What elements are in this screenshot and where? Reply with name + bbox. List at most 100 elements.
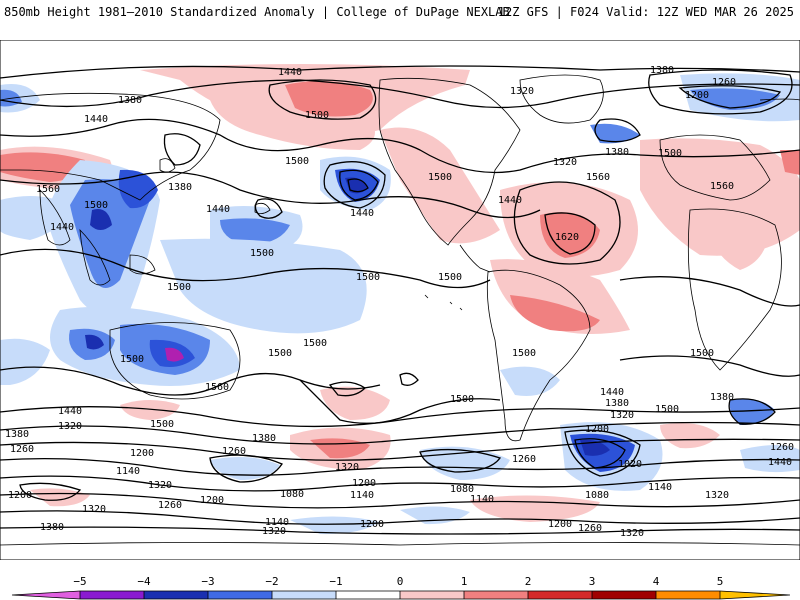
colorbar-tick: 2 <box>525 575 532 588</box>
contour-label: 1020 <box>618 459 642 470</box>
contour-label: 1500 <box>120 354 144 365</box>
contour-label: 1440 <box>58 406 82 417</box>
contour-label: 1140 <box>116 466 140 477</box>
contour-label: 1080 <box>450 484 474 495</box>
contour-label: 1500 <box>438 272 462 283</box>
contour-label: 1440 <box>84 114 108 125</box>
contour-label: 1500 <box>167 282 191 293</box>
colorbar-tick: 1 <box>461 575 468 588</box>
contour-label: 1440 <box>600 387 624 398</box>
colorbar-segment <box>208 591 272 599</box>
colorbar-segment <box>12 591 80 599</box>
contour-label: 1500 <box>285 156 309 167</box>
model-valid-time: 12Z GFS | F024 Valid: 12Z WED MAR 26 202… <box>497 5 794 19</box>
contour-label: 1500 <box>303 338 327 349</box>
contour-label: 1320 <box>262 526 286 537</box>
anomaly-fills <box>0 64 800 535</box>
colorbar-tick: 5 <box>717 575 724 588</box>
contour-label: 1500 <box>428 172 452 183</box>
contour-label: 1500 <box>356 272 380 283</box>
colorbar-tick: −5 <box>73 575 86 588</box>
contour-label: 1320 <box>335 462 359 473</box>
contour-label: 1500 <box>655 404 679 415</box>
contour-label: 1260 <box>770 442 794 453</box>
colorbar-tick: 3 <box>589 575 596 588</box>
contour-label: 1140 <box>350 490 374 501</box>
contour-label: 1320 <box>620 528 644 539</box>
contour-labels: 1440 1500 1380 1260 1200 1320 1380 1440 … <box>5 65 794 539</box>
colorbar-segment <box>144 591 208 599</box>
contour-label: 1260 <box>712 77 736 88</box>
contour-label: 1380 <box>252 433 276 444</box>
contour-label: 1440 <box>50 222 74 233</box>
contour-label: 1380 <box>40 522 64 533</box>
contour-label: 1200 <box>585 424 609 435</box>
colorbar-segment <box>528 591 592 599</box>
contour-label: 1380 <box>605 398 629 409</box>
contour-label: 1560 <box>710 181 734 192</box>
colorbar-tick: −4 <box>137 575 151 588</box>
contour-label: 1440 <box>350 208 374 219</box>
anomaly-colorbar: −5 −4 −3 −2 −1 0 1 2 3 4 5 <box>11 575 791 600</box>
contour-label: 1560 <box>36 184 60 195</box>
colorbar-segment <box>720 591 790 599</box>
contour-label: 1200 <box>200 495 224 506</box>
contour-label: 1260 <box>222 446 246 457</box>
contour-label: 1260 <box>158 500 182 511</box>
contour-label: 1200 <box>548 519 572 530</box>
contour-label: 1380 <box>168 182 192 193</box>
contour-label: 1560 <box>586 172 610 183</box>
colorbar-tick: −1 <box>329 575 342 588</box>
contour-label: 1320 <box>82 504 106 515</box>
colorbar-segment <box>592 591 656 599</box>
contour-label: 1440 <box>278 67 302 78</box>
height-contours <box>0 65 800 535</box>
map-title: 850mb Height 1981–2010 Standardized Anom… <box>4 5 510 19</box>
colorbar-tick: 0 <box>397 575 404 588</box>
colorbar-tick: −3 <box>201 575 214 588</box>
contour-label: 1440 <box>768 457 792 468</box>
contour-label: 1080 <box>280 489 304 500</box>
contour-label: 1320 <box>705 490 729 501</box>
contour-label: 1500 <box>250 248 274 259</box>
contour-label: 1320 <box>610 410 634 421</box>
contour-label: 1500 <box>450 394 474 405</box>
contour-label: 1320 <box>553 157 577 168</box>
contour-label: 1500 <box>658 148 682 159</box>
contour-label: 1140 <box>265 517 289 528</box>
contour-label: 1560 <box>205 382 229 393</box>
contour-label: 1260 <box>512 454 536 465</box>
colorbar-segment <box>400 591 464 599</box>
contour-label: 1620 <box>555 232 579 243</box>
contour-label: 1200 <box>685 90 709 101</box>
contour-label: 1260 <box>10 444 34 455</box>
colorbar-segment <box>272 591 336 599</box>
contour-label: 1500 <box>150 419 174 430</box>
contour-label: 1320 <box>148 480 172 491</box>
contour-label: 1440 <box>206 204 230 215</box>
contour-label: 1380 <box>5 429 29 440</box>
contour-label: 1440 <box>498 195 522 206</box>
contour-label: 1380 <box>605 147 629 158</box>
contour-label: 1500 <box>305 110 329 121</box>
contour-label: 1140 <box>470 494 494 505</box>
colorbar-tick: −2 <box>265 575 278 588</box>
header-bar: 850mb Height 1981–2010 Standardized Anom… <box>0 0 800 40</box>
contour-label: 1320 <box>58 421 82 432</box>
contour-label: 1500 <box>268 348 292 359</box>
contour-label: 1260 <box>578 523 602 534</box>
contour-label: 1140 <box>648 482 672 493</box>
contour-label: 1200 <box>352 478 376 489</box>
colorbar-segment <box>656 591 720 599</box>
contour-label: 1200 <box>360 519 384 530</box>
contour-label: 1500 <box>512 348 536 359</box>
world-anomaly-map: 1440 1500 1380 1260 1200 1320 1380 1440 … <box>0 40 800 560</box>
contour-label: 1320 <box>510 86 534 97</box>
contour-label: 1380 <box>650 65 674 76</box>
colorbar-segment <box>336 591 400 599</box>
contour-label: 1500 <box>690 348 714 359</box>
contour-label: 1080 <box>585 490 609 501</box>
contour-label: 1500 <box>84 200 108 211</box>
colorbar-tick: 4 <box>653 575 660 588</box>
contour-label: 1200 <box>130 448 154 459</box>
